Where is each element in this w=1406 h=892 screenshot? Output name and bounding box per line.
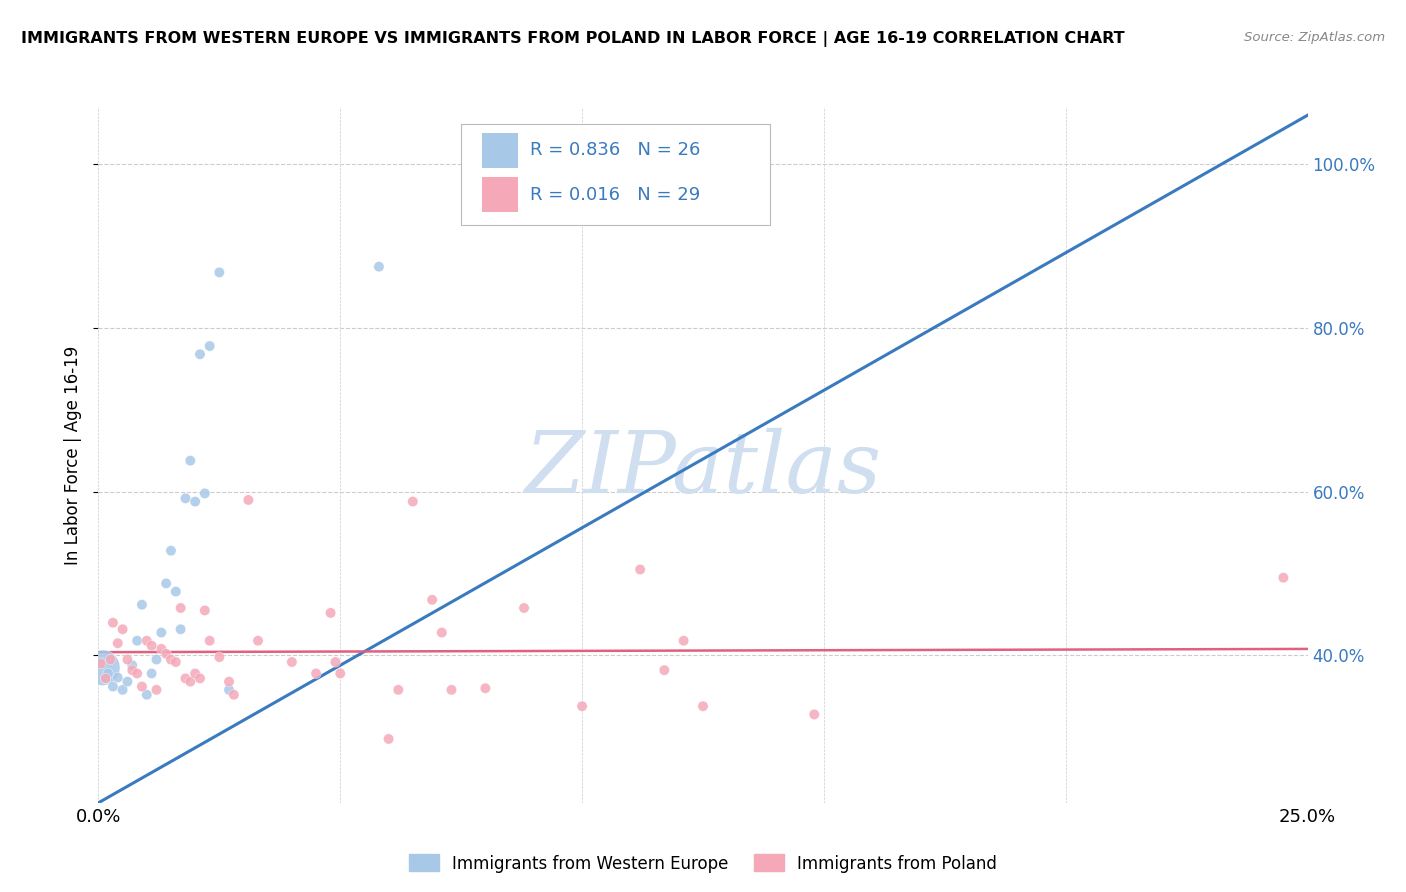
Point — [100, 652, 122, 666]
Point — [628, 562, 651, 576]
Point — [402, 494, 425, 508]
FancyBboxPatch shape — [461, 124, 769, 226]
Point — [238, 492, 260, 507]
Point — [420, 592, 443, 607]
Point — [222, 688, 245, 702]
FancyBboxPatch shape — [482, 133, 517, 169]
Point — [111, 682, 134, 697]
Point — [107, 636, 129, 650]
Point — [117, 674, 139, 689]
Legend: Immigrants from Western Europe, Immigrants from Poland: Immigrants from Western Europe, Immigran… — [402, 847, 1004, 880]
Point — [208, 650, 231, 665]
Point — [634, 157, 657, 171]
Point — [218, 674, 240, 689]
Point — [127, 633, 149, 648]
Point — [571, 699, 593, 714]
Text: R = 0.836   N = 26: R = 0.836 N = 26 — [530, 142, 700, 160]
Point — [94, 672, 117, 686]
Point — [101, 615, 124, 630]
Point — [135, 633, 157, 648]
Point — [121, 663, 143, 677]
Point — [1272, 571, 1295, 585]
Point — [368, 260, 391, 274]
Point — [145, 682, 167, 697]
Point — [169, 601, 191, 615]
Point — [387, 682, 409, 697]
Point — [160, 652, 183, 666]
Point — [155, 647, 177, 661]
Point — [145, 652, 167, 666]
Point — [165, 584, 187, 599]
Point — [218, 682, 240, 697]
Text: Source: ZipAtlas.com: Source: ZipAtlas.com — [1244, 31, 1385, 45]
Point — [188, 672, 211, 686]
Point — [101, 680, 124, 694]
Point — [803, 707, 825, 722]
Point — [281, 655, 304, 669]
Point — [97, 666, 120, 681]
Point — [198, 339, 221, 353]
Point — [90, 657, 112, 671]
Point — [329, 666, 352, 681]
Text: R = 0.016   N = 29: R = 0.016 N = 29 — [530, 186, 700, 203]
Point — [141, 666, 163, 681]
Point — [188, 347, 211, 361]
Point — [141, 639, 163, 653]
Point — [107, 671, 129, 685]
Point — [94, 672, 117, 686]
Text: ZIPatlas: ZIPatlas — [524, 427, 882, 510]
Point — [672, 633, 695, 648]
Point — [652, 663, 675, 677]
Point — [160, 543, 183, 558]
Point — [194, 486, 217, 500]
FancyBboxPatch shape — [482, 177, 517, 212]
Point — [325, 655, 347, 669]
Point — [440, 682, 463, 697]
Point — [194, 603, 217, 617]
Point — [513, 601, 536, 615]
Point — [305, 666, 328, 681]
Y-axis label: In Labor Force | Age 16-19: In Labor Force | Age 16-19 — [65, 345, 83, 565]
Point — [91, 661, 114, 675]
Point — [165, 655, 187, 669]
Point — [127, 666, 149, 681]
Point — [692, 699, 714, 714]
Point — [174, 491, 197, 506]
Point — [155, 576, 177, 591]
Point — [174, 672, 197, 686]
Point — [319, 606, 342, 620]
Point — [131, 598, 153, 612]
Point — [377, 731, 399, 746]
Point — [169, 622, 191, 636]
Text: IMMIGRANTS FROM WESTERN EUROPE VS IMMIGRANTS FROM POLAND IN LABOR FORCE | AGE 16: IMMIGRANTS FROM WESTERN EUROPE VS IMMIGR… — [21, 31, 1125, 47]
Point — [179, 453, 201, 467]
Point — [121, 658, 143, 673]
Point — [184, 666, 207, 681]
Point — [184, 494, 207, 508]
Point — [150, 625, 173, 640]
Point — [557, 155, 579, 169]
Point — [135, 688, 157, 702]
Point — [150, 641, 173, 656]
Point — [131, 680, 153, 694]
Point — [208, 265, 231, 279]
Point — [247, 633, 270, 648]
Point — [179, 674, 201, 689]
Point — [474, 681, 496, 696]
Point — [430, 625, 453, 640]
Point — [117, 652, 139, 666]
Point — [111, 622, 134, 636]
Point — [198, 633, 221, 648]
